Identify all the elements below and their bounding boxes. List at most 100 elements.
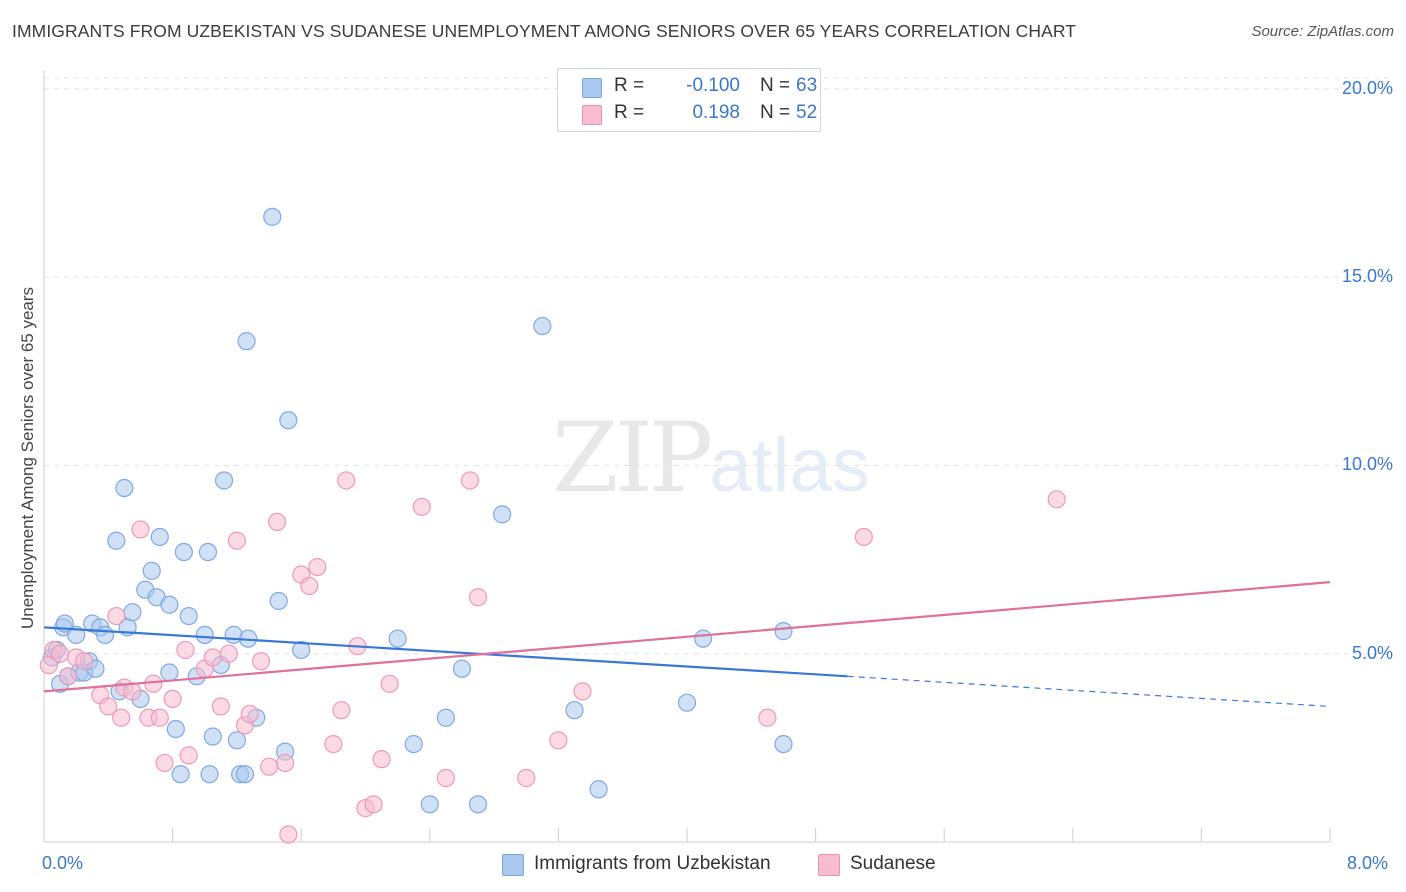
data-point — [300, 576, 319, 596]
data-point — [163, 689, 182, 708]
data-point — [259, 757, 279, 776]
source-label: Source: ZipAtlas.com — [1251, 23, 1394, 40]
data-point — [150, 527, 169, 547]
r-value: 0.198 — [692, 102, 740, 123]
data-point — [195, 625, 214, 644]
y-tick-label: 20.0% — [1341, 77, 1393, 98]
stats-swatch-uzbekistan — [582, 78, 602, 98]
r-label: R = — [614, 75, 645, 96]
data-point — [107, 531, 126, 550]
data-point — [279, 411, 298, 430]
trend-line-extension-0 — [847, 675, 1331, 708]
data-point — [276, 753, 295, 773]
data-point — [460, 471, 480, 490]
legend-label: Immigrants from Uzbekistan — [534, 853, 771, 874]
data-point — [95, 625, 115, 644]
data-point — [533, 316, 552, 336]
data-point — [565, 701, 584, 720]
trend-lines — [43, 581, 1331, 708]
data-point — [549, 731, 568, 750]
data-point — [160, 663, 179, 682]
data-point — [452, 659, 472, 678]
gridlines — [44, 77, 1392, 655]
data-point — [854, 527, 873, 547]
data-point — [155, 753, 174, 773]
data-point — [436, 768, 455, 788]
data-point — [589, 780, 608, 799]
r-label: R = — [614, 102, 645, 123]
n-label: N = — [760, 102, 791, 123]
data-point — [677, 693, 697, 712]
n-label: N = — [760, 75, 791, 96]
data-point — [337, 471, 356, 490]
data-point — [267, 512, 287, 532]
legend-swatch-sudanese — [818, 854, 840, 876]
data-point — [292, 640, 311, 660]
data-point — [214, 471, 234, 490]
data-point — [693, 629, 713, 648]
data-point — [144, 674, 163, 693]
data-point — [203, 727, 222, 746]
data-point — [263, 207, 282, 226]
data-point — [150, 708, 169, 727]
data-point — [131, 520, 150, 539]
data-point — [332, 701, 351, 720]
data-point — [179, 606, 198, 626]
trend-line-1 — [43, 581, 1331, 693]
data-point — [517, 768, 536, 788]
data-point — [115, 478, 134, 498]
data-point — [1047, 490, 1066, 509]
data-point — [372, 750, 391, 769]
data-point — [166, 719, 185, 739]
data-point — [308, 557, 327, 577]
data-point — [227, 731, 246, 750]
legend-swatch-uzbekistan — [502, 854, 524, 876]
data-point — [758, 708, 777, 727]
data-point — [774, 622, 793, 641]
data-point — [112, 708, 131, 727]
data-point — [420, 795, 439, 814]
data-point — [75, 652, 94, 671]
trend-line-0 — [43, 626, 848, 678]
chart-title: IMMIGRANTS FROM UZBEKISTAN VS SUDANESE U… — [12, 21, 1077, 41]
data-point — [219, 644, 238, 663]
data-point — [240, 704, 259, 724]
series-0-points — [42, 207, 793, 814]
data-point — [198, 542, 218, 562]
data-point — [107, 606, 126, 626]
y-tick-label: 10.0% — [1341, 454, 1393, 475]
data-point — [227, 531, 246, 550]
y-tick-label: 5.0% — [1351, 642, 1393, 663]
data-point — [573, 682, 592, 701]
data-point — [59, 667, 78, 686]
data-point — [468, 795, 488, 814]
data-point — [324, 734, 343, 754]
n-value: 52 — [796, 102, 818, 123]
data-point — [179, 746, 198, 765]
stats-swatch-sudanese — [582, 105, 602, 125]
data-point — [468, 588, 488, 607]
data-point — [493, 505, 512, 524]
y-tick-label: 15.0% — [1341, 266, 1393, 287]
data-point — [412, 497, 431, 516]
series-1-points — [39, 471, 1066, 844]
r-value: -0.100 — [686, 75, 740, 96]
data-point — [176, 640, 195, 660]
data-point — [235, 765, 255, 784]
data-point — [279, 825, 298, 844]
x-tick-label-max: 8.0% — [1347, 853, 1389, 873]
data-point — [211, 697, 230, 716]
data-point — [774, 734, 793, 754]
legend-label: Sudanese — [850, 853, 936, 874]
data-point — [436, 708, 455, 727]
data-point — [364, 795, 383, 814]
data-point — [174, 542, 193, 562]
data-point — [380, 674, 399, 693]
data-points — [39, 207, 1066, 844]
n-value: 63 — [796, 75, 818, 96]
data-point — [142, 561, 161, 580]
data-point — [171, 765, 190, 784]
data-point — [404, 734, 423, 754]
data-point — [200, 765, 219, 784]
